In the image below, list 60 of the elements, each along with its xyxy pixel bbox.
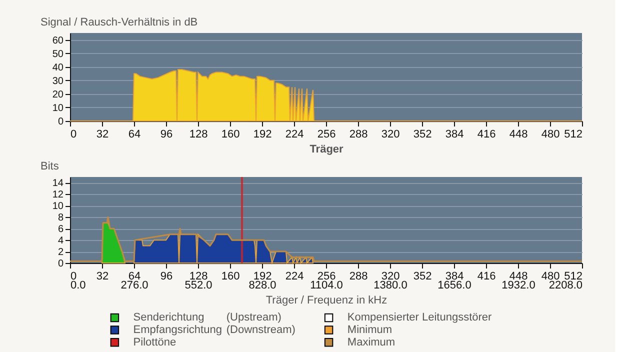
y-tick-label: 8 <box>58 212 64 224</box>
y-tick-label: 10 <box>52 102 64 114</box>
x2-tick-label: 1656.0 <box>438 280 472 292</box>
y-tick-label: 50 <box>52 48 64 60</box>
x2-tick-label: 2208.0 <box>548 280 582 292</box>
y-tick-label: 6 <box>58 224 64 236</box>
x-tick-label: 96 <box>160 128 173 140</box>
x-tick-label: 288 <box>349 128 368 140</box>
x-tick-label: 512 <box>564 128 582 140</box>
y-tick-label: 4 <box>58 236 64 247</box>
x-tick-label: 352 <box>413 270 432 282</box>
x-tick-label: 384 <box>445 128 464 140</box>
x-tick-label: 320 <box>381 128 400 140</box>
x-tick-label: 0 <box>70 128 77 140</box>
y-tick-label: 30 <box>52 76 64 87</box>
x2-tick-label: 1104.0 <box>310 280 343 292</box>
x-tick-label: 224 <box>285 270 304 282</box>
y-axis-title: Bits <box>40 160 60 172</box>
x-tick-label: 32 <box>96 270 109 282</box>
text: Senderichtung (Upstream) <box>133 312 282 324</box>
x-tick-label: 192 <box>253 128 272 140</box>
y-tick-label: 12 <box>52 190 64 201</box>
x-tick-label: 256 <box>317 128 336 140</box>
x-tick-label: 0 <box>70 270 77 282</box>
y-tick-label: 2 <box>58 247 64 258</box>
x2-tick-label: 1380.0 <box>374 280 408 292</box>
text: Empfangsrichtung (Downstream) <box>133 324 296 336</box>
y-tick-label: 0 <box>58 258 64 270</box>
x-tick-label: 224 <box>285 128 304 140</box>
y-tick-label: 0 <box>58 116 64 128</box>
x-tick-label: 160 <box>221 128 240 140</box>
legend-label: Kompensierter Leitungsstörer <box>347 312 492 324</box>
x-tick-label: 192 <box>253 270 272 282</box>
x-tick-label: 480 <box>541 128 560 140</box>
x-axis-title: Träger <box>310 144 344 156</box>
y-tick-label: 14 <box>52 178 64 190</box>
x-tick-label: 416 <box>477 128 496 140</box>
x2-tick-label: 828.0 <box>248 280 276 292</box>
x-tick-label: 128 <box>189 128 208 140</box>
x-tick-label: 288 <box>349 270 368 282</box>
y-tick-label: 20 <box>52 89 64 100</box>
y-axis-title: Signal / Rausch-Verhältnis in dB <box>40 16 198 28</box>
legend-label: Maximum <box>347 336 396 348</box>
y-tick-label: 10 <box>52 201 64 212</box>
x-tick-label: 64 <box>128 128 141 140</box>
x2-tick-label: 0.0 <box>70 280 86 292</box>
x-tick-label: 96 <box>160 270 173 282</box>
y-tick-label: 60 <box>52 35 64 46</box>
x-tick-label: 416 <box>477 270 496 282</box>
legend-label: Minimum <box>347 324 392 336</box>
x2-tick-label: 552.0 <box>184 280 212 292</box>
x2-tick-label: 276.0 <box>120 280 148 292</box>
x2-axis-title: Träger / Frequenz in kHz <box>266 294 388 306</box>
y-tick-label: 40 <box>52 62 64 74</box>
x-tick-label: 32 <box>96 128 109 140</box>
x-tick-label: 352 <box>413 128 432 140</box>
x-tick-label: 160 <box>221 270 240 282</box>
legend-label: Pilottöne <box>133 336 176 348</box>
x-tick-label: 448 <box>509 128 528 140</box>
x2-tick-label: 1932.0 <box>502 280 536 292</box>
